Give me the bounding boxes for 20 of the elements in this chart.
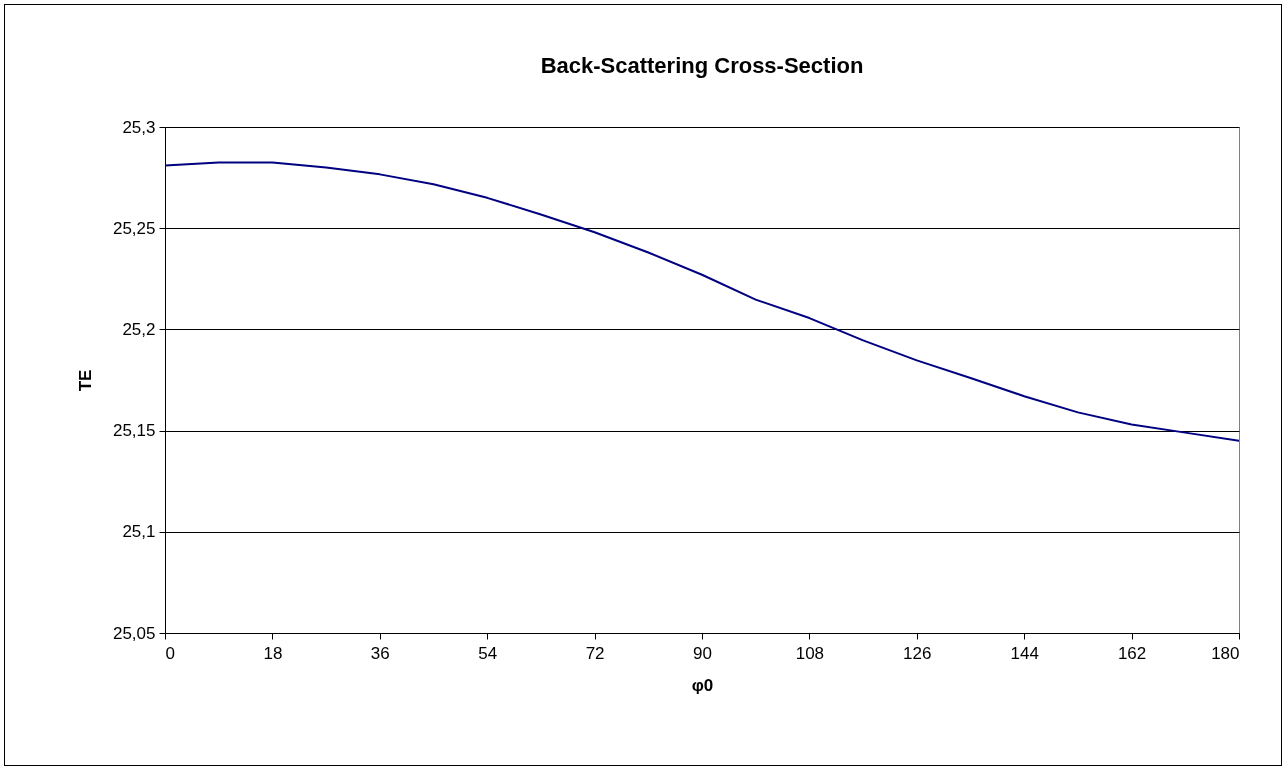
x-tick-label: 180 <box>1211 643 1240 663</box>
x-tick-label: 162 <box>1117 643 1147 663</box>
y-tick-label: 25,1 <box>122 522 156 542</box>
x-tick-label: 72 <box>585 643 605 663</box>
x-tick-label: 144 <box>1010 643 1039 663</box>
y-tick-label: 25,05 <box>112 623 156 643</box>
x-tick-label: 36 <box>370 643 390 663</box>
x-tick-label: 126 <box>903 643 932 663</box>
x-tick-label: 108 <box>795 643 825 663</box>
y-tick-label: 25,3 <box>122 117 156 137</box>
y-tick-label: 25,25 <box>112 218 156 238</box>
x-tick-label: 90 <box>693 643 712 663</box>
y-tick-label: 25,15 <box>112 421 156 441</box>
x-tick-label: 54 <box>478 643 498 663</box>
x-tick-label: 18 <box>263 643 283 663</box>
y-axis-title: TE <box>75 369 95 392</box>
y-tick-label: 25,2 <box>122 319 156 339</box>
chart-title: Back-Scattering Cross-Section <box>540 53 864 78</box>
x-tick-label: 0 <box>165 643 175 663</box>
x-axis-title: φ0 <box>691 675 714 695</box>
